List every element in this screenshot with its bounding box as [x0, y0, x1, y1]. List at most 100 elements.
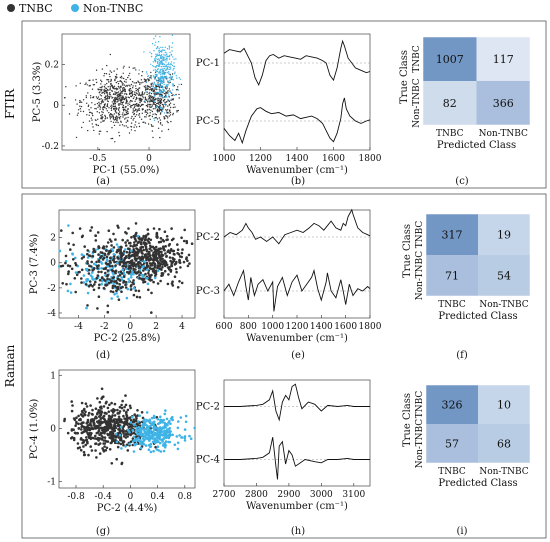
point — [126, 108, 129, 110]
point — [170, 61, 173, 63]
point — [139, 94, 142, 97]
point — [152, 227, 156, 230]
series-line-pc-2 — [223, 208, 371, 245]
point — [98, 148, 101, 151]
point — [138, 69, 140, 71]
point — [147, 259, 151, 262]
point — [144, 247, 148, 251]
point — [105, 117, 107, 119]
point — [147, 271, 150, 275]
point — [110, 78, 112, 81]
point — [104, 115, 107, 118]
point — [105, 446, 109, 450]
point — [117, 83, 120, 85]
matrix-value: 57 — [445, 438, 459, 451]
point — [167, 68, 169, 70]
point — [113, 103, 115, 106]
point — [161, 51, 163, 53]
point — [171, 249, 175, 253]
section-frame-raman — [21, 193, 547, 539]
point — [146, 111, 148, 113]
point — [82, 110, 85, 113]
point — [141, 109, 144, 111]
x-tick-label: 0 — [127, 322, 133, 332]
point — [152, 108, 155, 110]
point — [136, 102, 138, 105]
panel-letter-f: (f) — [456, 350, 468, 361]
x-tick-label: 600 — [215, 322, 232, 332]
point — [132, 450, 136, 453]
y-tick-label: 0 — [50, 259, 56, 269]
point — [153, 96, 155, 99]
point — [151, 96, 153, 98]
point — [99, 260, 103, 264]
point — [152, 136, 154, 139]
point — [116, 412, 119, 415]
point — [136, 104, 138, 106]
point — [74, 424, 77, 428]
point — [189, 437, 193, 441]
point — [135, 114, 138, 116]
point — [111, 276, 115, 280]
point — [141, 103, 143, 106]
point — [186, 264, 190, 268]
point — [73, 418, 77, 422]
point — [153, 50, 155, 52]
point — [145, 99, 148, 101]
point — [98, 423, 102, 427]
point — [112, 114, 114, 116]
point — [92, 250, 95, 253]
point — [110, 107, 113, 110]
point — [98, 278, 102, 282]
point — [155, 257, 159, 260]
point — [144, 80, 146, 83]
point — [139, 246, 142, 249]
legend-label-tnbc: TNBC — [19, 2, 53, 15]
point — [170, 91, 172, 94]
point — [154, 253, 158, 257]
x-tick-label: 0.8 — [178, 492, 193, 502]
point — [110, 269, 114, 272]
point — [158, 49, 161, 52]
point — [104, 266, 107, 270]
point — [116, 112, 118, 114]
point — [182, 239, 186, 243]
point — [125, 78, 127, 81]
point — [100, 121, 102, 123]
point — [127, 272, 131, 275]
point — [171, 34, 174, 36]
point — [119, 87, 121, 89]
point — [96, 102, 99, 105]
series-line-pc-2 — [224, 383, 370, 422]
point — [163, 100, 165, 102]
point — [97, 259, 101, 262]
point — [83, 407, 86, 411]
point — [160, 107, 162, 110]
point — [116, 295, 119, 298]
point — [164, 49, 166, 51]
point — [141, 75, 143, 77]
point — [156, 103, 158, 105]
point — [163, 118, 165, 120]
point — [96, 264, 99, 268]
point — [149, 431, 152, 435]
point — [155, 85, 157, 87]
point — [158, 63, 160, 65]
x-tick-label: 0 — [146, 154, 152, 164]
point — [183, 435, 187, 438]
point — [111, 264, 114, 268]
point — [82, 453, 86, 457]
point — [159, 92, 161, 94]
point — [183, 428, 187, 431]
point — [102, 116, 104, 118]
point — [167, 440, 170, 444]
point — [130, 415, 134, 419]
point — [114, 238, 117, 241]
point — [161, 95, 164, 97]
point — [104, 430, 107, 433]
point — [92, 267, 96, 271]
point — [167, 62, 170, 64]
point — [134, 91, 136, 93]
point — [179, 266, 182, 269]
point — [115, 98, 118, 101]
